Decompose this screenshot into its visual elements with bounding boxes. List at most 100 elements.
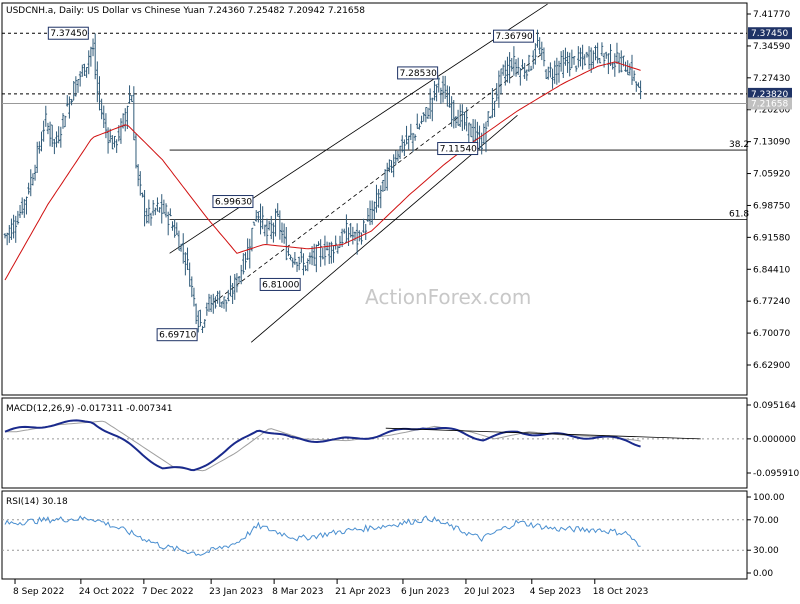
price-bar (452, 100, 456, 129)
price-bar (78, 71, 82, 87)
price-bar (74, 76, 78, 97)
price-bar (572, 56, 576, 65)
level-tag-label: 7.37450 (751, 29, 788, 39)
price-bar (261, 206, 264, 230)
annotation-box (212, 195, 254, 209)
price-bar (383, 169, 387, 191)
price-bar (12, 214, 15, 239)
annotation-box (437, 142, 479, 156)
annotation-label: 6.69710 (159, 331, 196, 341)
price-bar (553, 60, 556, 84)
price-bar (151, 200, 155, 216)
x-tick-label: 21 Apr 2023 (335, 587, 391, 597)
price-bar (598, 57, 602, 64)
channel-line (213, 52, 544, 303)
price-bar (398, 145, 402, 160)
price-bar (456, 109, 460, 126)
price-bar (561, 50, 565, 78)
price-bar (55, 131, 58, 148)
price-bar (342, 228, 346, 234)
price-bar (443, 75, 447, 99)
price-bar (488, 116, 492, 119)
rsi-panel-frame (1, 490, 748, 580)
price-bar (119, 118, 123, 144)
price-bar (166, 211, 170, 236)
price-bar (199, 309, 202, 327)
price-bar (76, 78, 80, 93)
price-bar (439, 87, 443, 104)
price-bar (104, 113, 108, 139)
macd-tick-label: 0.000000 (753, 435, 796, 445)
price-bar (63, 115, 67, 128)
price-bar (435, 84, 438, 102)
price-bar (203, 319, 206, 328)
price-bar (192, 287, 196, 307)
x-tick-label: 8 Sep 2022 (13, 587, 64, 597)
price-bar (289, 254, 292, 261)
price-bar (280, 222, 284, 243)
price-bar (587, 46, 591, 70)
price-bar (220, 301, 224, 308)
price-bar (403, 139, 406, 157)
price-tick-label: 6.84410 (753, 265, 790, 275)
price-bar (600, 42, 604, 56)
price-bar (100, 98, 103, 120)
moving-average-line (4, 61, 641, 281)
price-tick-label: 7.20260 (753, 106, 790, 116)
price-bar (448, 86, 451, 108)
price-bar (149, 212, 153, 226)
price-bar (525, 69, 529, 81)
price-bar (276, 203, 280, 217)
price-bar (287, 247, 290, 257)
price-bar (72, 80, 76, 101)
price-bar (317, 241, 320, 247)
price-bar (454, 116, 458, 129)
annotation-label: 7.36790 (496, 32, 533, 42)
level-tag (748, 27, 792, 40)
level-tag (748, 87, 792, 100)
price-bar (491, 88, 494, 118)
price-bar (628, 63, 632, 76)
price-bar (426, 107, 430, 120)
price-bar (179, 243, 183, 252)
price-bar (295, 261, 299, 272)
price-bar (540, 41, 544, 61)
price-bar (293, 251, 297, 265)
price-bar (589, 47, 593, 73)
macd-tick-label: -0.095910 (753, 469, 799, 479)
price-bar (510, 58, 514, 72)
rsi-tick-label: 0.00 (753, 569, 773, 579)
price-tick-label: 7.27430 (753, 74, 790, 84)
macd-tick-label: 0.095164 (753, 401, 796, 411)
price-bar (156, 197, 159, 212)
price-bar (297, 256, 301, 271)
price-bar (568, 52, 572, 77)
price-bar (415, 113, 419, 129)
price-bar (91, 38, 95, 57)
price-bar (400, 135, 404, 153)
macd-panel-frame (1, 397, 748, 489)
price-bar (93, 33, 97, 80)
price-bar (282, 223, 286, 244)
price-bar (33, 164, 37, 181)
price-bar (59, 126, 63, 148)
price-bar (23, 198, 26, 218)
price-bar (506, 56, 509, 83)
price-bar (321, 247, 325, 260)
price-bar (147, 199, 151, 224)
price-bar (162, 199, 166, 214)
price-bar (186, 247, 189, 270)
price-bar (581, 44, 584, 70)
price-bar (5, 232, 9, 246)
price-bar (190, 276, 194, 298)
price-bar (422, 112, 426, 122)
price-bar (463, 111, 466, 130)
rsi-tick-label: 100.00 (753, 493, 785, 503)
price-bar (428, 88, 432, 119)
price-bar (604, 51, 608, 59)
price-bar (154, 207, 157, 216)
price-bar (175, 222, 179, 235)
price-bar (194, 303, 198, 325)
price-bar (523, 62, 526, 79)
price-bar (355, 223, 359, 255)
